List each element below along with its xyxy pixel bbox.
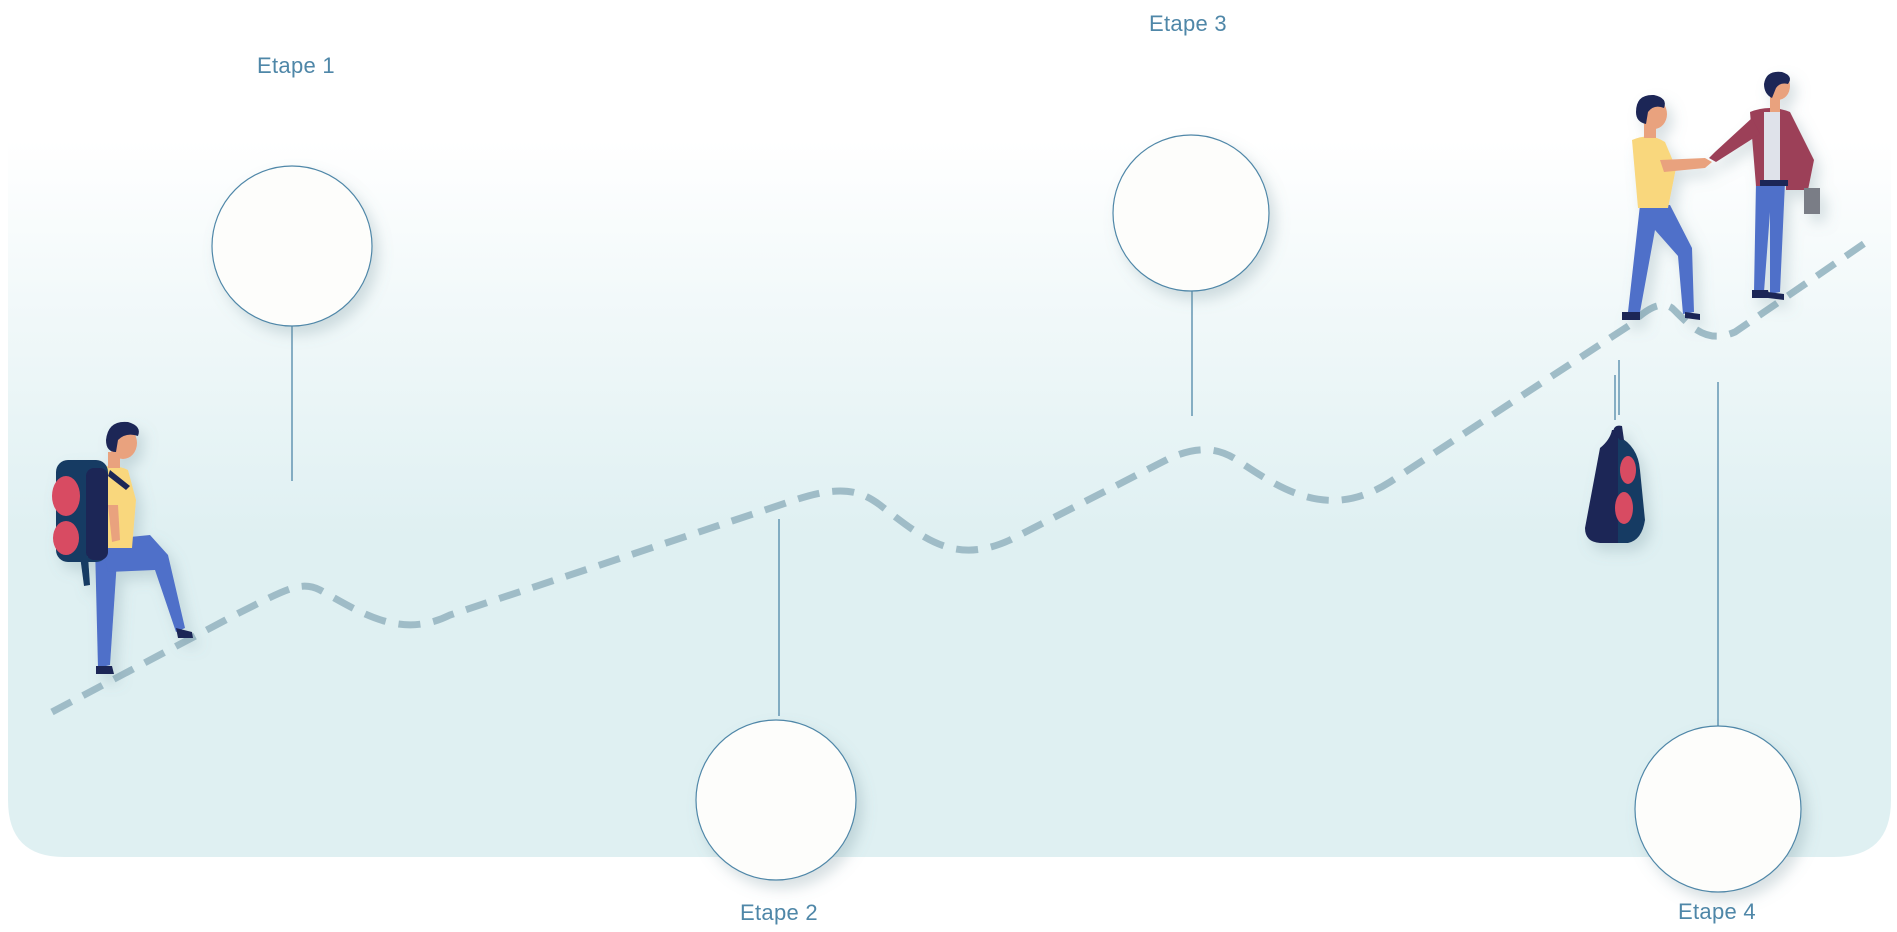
dashed-journey-path [50, 240, 1867, 716]
etape-3-label: Etape 3 [1149, 11, 1227, 36]
etape-2-circle[interactable] [695, 719, 857, 881]
etape-2-label: Etape 2 [740, 900, 818, 925]
etape-3-circle[interactable] [1112, 134, 1270, 292]
business-handshake-icon [1622, 71, 1820, 320]
etape-4-circle[interactable] [1634, 725, 1802, 893]
etape-1-label: Etape 1 [257, 53, 335, 78]
hiker-with-backpack-icon [52, 421, 193, 674]
dropped-backpack-icon [1585, 425, 1645, 543]
etape-4-label: Etape 4 [1678, 899, 1756, 924]
etape-1-circle[interactable] [211, 165, 373, 327]
background-panel [8, 140, 1891, 857]
